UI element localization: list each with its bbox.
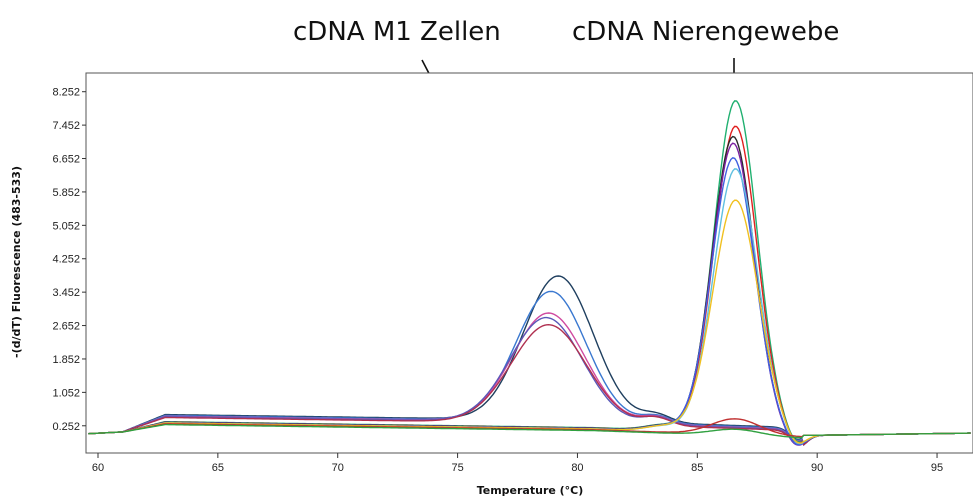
x-tick-label: 60 xyxy=(92,462,104,474)
x-tick-label: 65 xyxy=(212,462,224,474)
x-tick-label: 90 xyxy=(811,462,823,474)
plot-area xyxy=(85,72,973,454)
y-tick-label: 1.052 xyxy=(52,387,80,399)
y-tick-label: 4.252 xyxy=(52,254,80,266)
y-tick-label: 3.452 xyxy=(52,287,80,299)
series-line-14 xyxy=(88,423,971,439)
x-tick-label: 95 xyxy=(931,462,943,474)
x-tick-label: 85 xyxy=(691,462,703,474)
y-tick-label: 5.052 xyxy=(52,220,80,232)
x-tick-label: 70 xyxy=(332,462,344,474)
annotation-m1-zellen: cDNA M1 Zellen xyxy=(293,17,501,47)
x-axis-title: Temperature (°C) xyxy=(477,484,584,497)
annotation-nierengewebe: cDNA Nierengewebe xyxy=(572,17,839,47)
y-tick-label: 6.652 xyxy=(52,154,80,166)
series-layer xyxy=(88,100,971,446)
y-tick-label: 0.252 xyxy=(52,421,80,433)
y-tick-label: 2.652 xyxy=(52,321,80,333)
x-tick-label: 75 xyxy=(451,462,463,474)
y-axis-title: -(d/dT) Fluorescence (483-533) xyxy=(10,166,23,358)
x-axis-ticks: 60 65 70 75 80 85 90 95 xyxy=(92,453,943,474)
y-tick-label: 8.252 xyxy=(52,87,80,99)
y-tick-label: 5.852 xyxy=(52,187,80,199)
y-axis-ticks: 0.252 1.052 1.852 2.652 3.452 4.252 5.052 5.852… xyxy=(52,87,86,433)
x-tick-label: 80 xyxy=(571,462,583,474)
y-tick-label: 7.452 xyxy=(52,120,80,132)
y-tick-label: 1.852 xyxy=(52,354,80,366)
